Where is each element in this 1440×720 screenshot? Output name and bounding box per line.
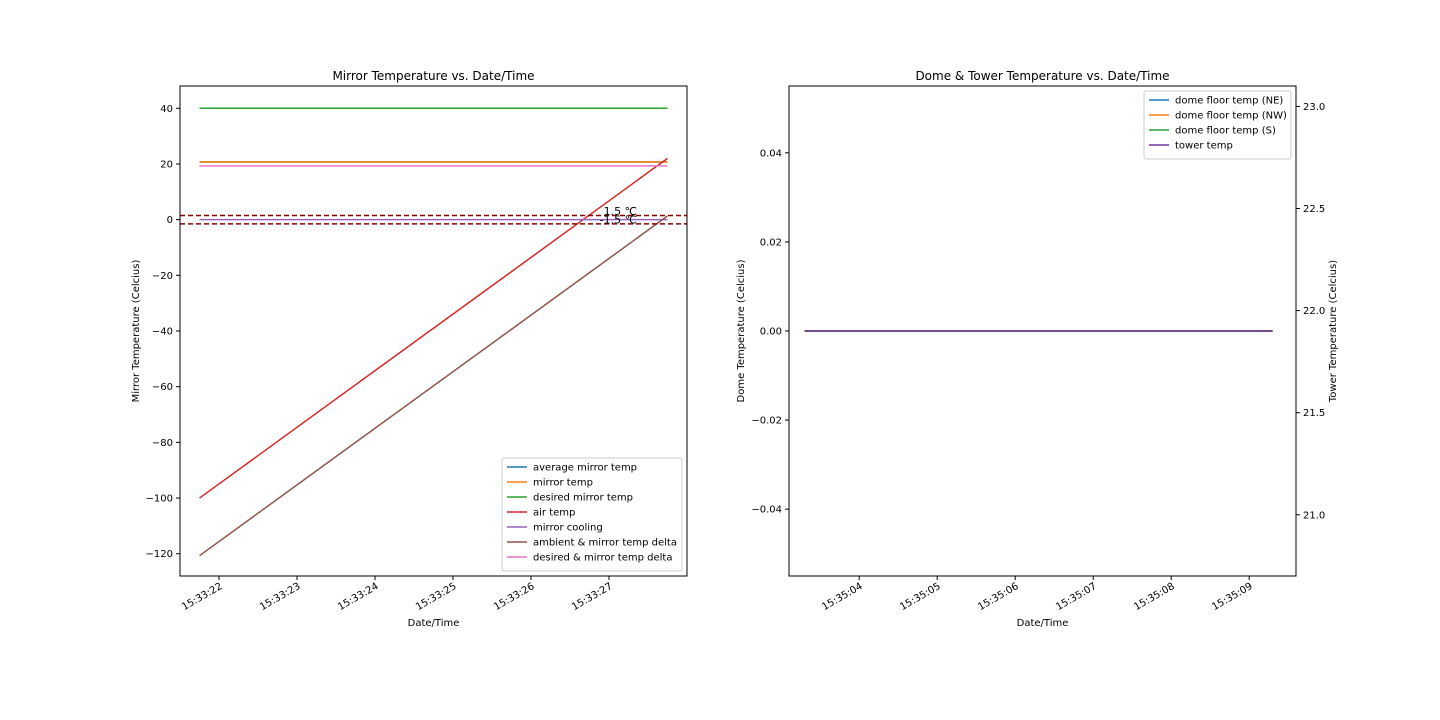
y-tick-label: −100 [146, 494, 173, 505]
x-tick-label: 15:35:04 [820, 581, 864, 613]
legend-label: tower temp [1175, 141, 1233, 152]
threshold-label: -1.5 ℃ [600, 213, 637, 226]
legend-label: air temp [533, 508, 575, 519]
y-tick-label: 40 [160, 104, 173, 115]
y2-tick-label: 21.5 [1303, 408, 1325, 419]
y2-tick-label: 23.0 [1303, 102, 1325, 113]
y2-tick-label: 22.5 [1303, 204, 1325, 215]
series-line-ambient-mirror-temp-delta [199, 215, 668, 557]
y-tick-label: 0.02 [760, 237, 782, 248]
legend-label: average mirror temp [533, 463, 637, 474]
legend-label: dome floor temp (S) [1175, 126, 1276, 137]
y-axis-label: Mirror Temperature (Celcius) [131, 260, 142, 403]
legend-label: dome floor temp (NW) [1175, 111, 1287, 122]
x-tick-label: 15:33:22 [180, 581, 224, 613]
legend-label: desired & mirror temp delta [533, 553, 672, 564]
x-tick-label: 15:35:05 [898, 581, 942, 613]
y-tick-label: 0.04 [760, 148, 782, 159]
x-tick-label: 15:33:25 [414, 581, 458, 613]
y-tick-label: −0.04 [751, 505, 782, 516]
y-tick-label: 0.00 [760, 327, 782, 338]
y-tick-label: −40 [152, 327, 173, 338]
mirror-temperature-chart: Mirror Temperature vs. Date/Time Date/Ti… [131, 69, 688, 629]
x-axis-label: Date/Time [408, 618, 460, 629]
y-tick-label: −80 [152, 438, 173, 449]
x-tick-label: 15:33:26 [492, 581, 536, 613]
x-tick-label: 15:33:23 [258, 581, 302, 613]
y-tick-label: −20 [152, 271, 173, 282]
dome-tower-temperature-chart: Dome & Tower Temperature vs. Date/Time D… [736, 69, 1339, 629]
y-axis-label: Dome Temperature (Celcius) [736, 259, 747, 402]
y-tick-label: 20 [160, 159, 173, 170]
chart-title: Dome & Tower Temperature vs. Date/Time [915, 69, 1169, 83]
x-tick-label: 15:35:08 [1132, 581, 1176, 613]
x-tick-label: 15:35:09 [1210, 581, 1254, 613]
legend-label: dome floor temp (NE) [1175, 96, 1283, 107]
legend-label: mirror cooling [533, 523, 603, 534]
y-tick-label: −120 [146, 549, 173, 560]
legend-label: mirror temp [533, 478, 593, 489]
x-tick-label: 15:33:27 [570, 581, 614, 613]
threshold-label: 1.5 ℃ [604, 205, 637, 218]
legend: average mirror temp mirror temp desired mi… [501, 457, 683, 572]
legend-box [501, 457, 683, 572]
chart-title: Mirror Temperature vs. Date/Time [332, 69, 534, 83]
plot-area: 15:35:04 15:35:05 15:35:06 15:35:07 15:35:08… [751, 85, 1325, 613]
secondary-y-axis-label: Tower Temperature (Celcius) [1328, 260, 1339, 403]
x-tick-label: 15:35:07 [1054, 581, 1098, 613]
legend-label: desired mirror temp [533, 493, 633, 504]
x-tick-label: 15:35:06 [976, 581, 1020, 613]
series-line-air-temp [199, 157, 668, 499]
y2-tick-label: 22.0 [1303, 306, 1325, 317]
legend: dome floor temp (NE) dome floor temp (NW)… [1143, 90, 1292, 160]
x-axis-label: Date/Time [1017, 618, 1069, 629]
y2-tick-label: 21.0 [1303, 510, 1325, 521]
y-tick-label: −60 [152, 382, 173, 393]
y-tick-label: −0.02 [751, 416, 782, 427]
x-tick-label: 15:33:24 [336, 581, 380, 613]
legend-box [1143, 90, 1292, 160]
y-tick-label: 0 [167, 215, 173, 226]
legend-label: ambient & mirror temp delta [533, 538, 677, 549]
